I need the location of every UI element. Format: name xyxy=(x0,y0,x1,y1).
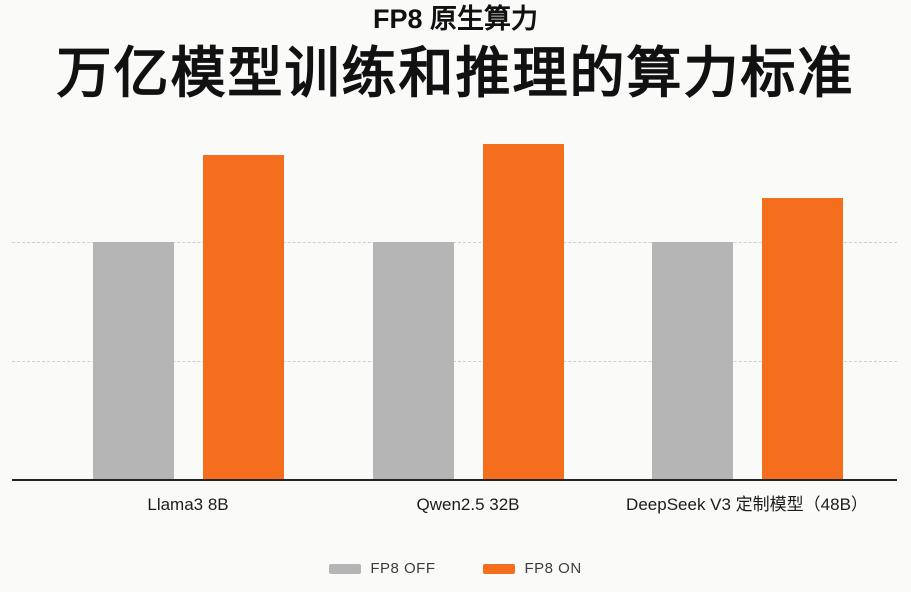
bar-fp8-off-llama3-8b xyxy=(92,242,174,480)
legend-label-fp8-off: FP8 OFF xyxy=(370,560,436,577)
bar-fp8-off-qwen2-5-32b xyxy=(372,242,454,480)
x-axis-line xyxy=(12,479,897,481)
legend-item-fp8-on: FP8 ON xyxy=(483,560,581,577)
x-axis-label-qwen2-5-32b: Qwen2.5 32B xyxy=(416,495,520,514)
legend-label-fp8-on: FP8 ON xyxy=(524,560,582,577)
legend-swatch-fp8-off-icon xyxy=(329,563,362,574)
x-axis-label-deepseek-v3-48b: DeepSeek V3 定制模型（48B） xyxy=(626,495,868,514)
bar-fp8-on-deepseek-v3-48b xyxy=(761,198,843,480)
bar-fp8-on-llama3-8b xyxy=(202,155,284,480)
bar-fp8-on-qwen2-5-32b xyxy=(482,144,564,480)
gridline-2 xyxy=(12,242,897,243)
gridline-1 xyxy=(12,361,897,362)
chart-subtitle: FP8 原生算力 xyxy=(372,4,539,34)
bar-fp8-off-deepseek-v3-48b xyxy=(651,242,733,480)
chart-legend: FP8 OFF FP8 ON xyxy=(0,560,911,577)
x-axis-label-llama3-8b: Llama3 8B xyxy=(147,495,229,514)
legend-item-fp8-off: FP8 OFF xyxy=(329,560,435,577)
legend-swatch-fp8-on-icon xyxy=(483,563,516,574)
chart-title: 万亿模型训练和推理的算力标准 xyxy=(56,42,855,104)
